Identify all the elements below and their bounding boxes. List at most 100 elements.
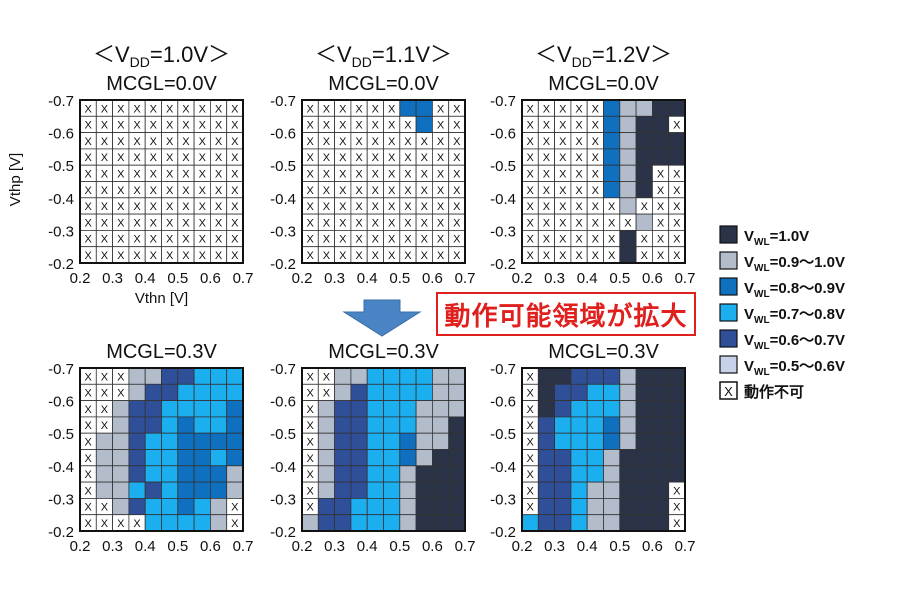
cell-x-mark: X — [101, 250, 109, 262]
cell-x-mark: X — [199, 234, 207, 246]
cell-x-mark: X — [231, 217, 239, 229]
cell-A — [619, 246, 637, 264]
cell-B — [415, 432, 433, 450]
cell-x-mark: X — [575, 201, 583, 213]
cell-B — [619, 181, 637, 199]
x-tick-label: 0.5 — [609, 270, 630, 287]
legend-item: VWL=0.5～0.6V — [719, 355, 845, 378]
cell-x-mark: X — [526, 250, 534, 262]
cell-x-mark: X — [453, 152, 461, 164]
cell-A — [652, 132, 670, 150]
cell-B — [317, 400, 335, 418]
cell-x-mark: X — [543, 217, 551, 229]
y-tick-label: -0.2 — [490, 524, 516, 541]
cell-x-mark: X — [199, 136, 207, 148]
cell-x-mark: X — [306, 388, 314, 400]
legend-swatch — [719, 303, 738, 322]
cell-x-mark: X — [101, 502, 109, 514]
legend-x-mark: X — [724, 384, 733, 399]
x-tick-label: 0.5 — [389, 538, 410, 555]
cell-x-mark: X — [543, 250, 551, 262]
cell-C — [603, 181, 621, 199]
cell-E — [554, 497, 572, 516]
cell-x-mark: X — [339, 185, 347, 197]
cell-x-mark: X — [608, 234, 616, 246]
y-tick-label: -0.4 — [270, 191, 296, 208]
cell-A — [668, 148, 686, 166]
cell-B — [112, 449, 130, 467]
cell-C — [193, 449, 211, 467]
cell-x-mark: X — [453, 201, 461, 213]
cell-x-mark: X — [559, 250, 567, 262]
panel-frame — [521, 99, 686, 264]
y-tick-label: -0.5 — [48, 426, 74, 443]
x-tick-label: 0.7 — [233, 538, 254, 555]
cell-D — [161, 481, 179, 499]
cell-C — [193, 481, 211, 499]
cell-C — [603, 99, 621, 117]
cell-D — [399, 400, 417, 418]
cell-x-mark: X — [101, 217, 109, 229]
cell-x-mark: X — [575, 169, 583, 181]
x-tick-label: 0.6 — [200, 270, 221, 287]
x-tick-label: 0.2 — [70, 538, 91, 555]
cell-B — [619, 99, 637, 117]
cell-x-mark: X — [559, 185, 567, 197]
cell-D — [161, 449, 179, 467]
y-tick-label: -0.4 — [490, 191, 516, 208]
cell-D — [177, 400, 195, 418]
cell-B — [619, 416, 637, 434]
cell-x-mark: X — [306, 469, 314, 481]
y-tick-label: -0.2 — [48, 524, 74, 541]
cell-x-mark: X — [117, 185, 125, 197]
cell-x-mark: X — [526, 437, 534, 449]
cell-B — [95, 449, 114, 467]
cell-A — [415, 497, 433, 516]
cell-x-mark: X — [182, 120, 190, 132]
cell-x-mark: X — [166, 136, 174, 148]
cell-x-mark: X — [526, 453, 534, 465]
legend-item: VWL=0.8～0.9V — [719, 277, 845, 300]
cell-x-mark: X — [608, 217, 616, 229]
cell-x-mark: X — [355, 152, 363, 164]
cell-D — [570, 465, 588, 483]
cell-D — [415, 383, 433, 401]
cell-D — [383, 367, 401, 385]
cell-x-mark: X — [339, 250, 347, 262]
cell-x-mark: X — [231, 120, 239, 132]
cell-x-mark: X — [133, 152, 141, 164]
cell-x-mark: X — [453, 103, 461, 115]
cell-x-mark: X — [231, 201, 239, 213]
cell-D — [383, 514, 401, 532]
cell-B — [350, 367, 368, 385]
cell-x-mark: X — [641, 250, 649, 262]
cell-x-mark: X — [182, 152, 190, 164]
cell-x-mark: X — [437, 185, 445, 197]
cell-x-mark: X — [526, 469, 534, 481]
cell-x-mark: X — [306, 185, 314, 197]
cell-D — [570, 400, 588, 418]
cell-D — [570, 416, 588, 434]
cell-C — [603, 148, 621, 166]
cell-x-mark: X — [84, 136, 92, 148]
cell-x-mark: X — [543, 103, 551, 115]
cell-x-mark: X — [575, 234, 583, 246]
cell-E — [537, 514, 555, 532]
cell-x-mark: X — [215, 152, 223, 164]
cell-x-mark: X — [101, 136, 109, 148]
cell-x-mark: X — [150, 152, 158, 164]
cell-x-mark: X — [453, 136, 461, 148]
cell-C — [415, 115, 433, 134]
cell-x-mark: X — [657, 201, 665, 213]
cell-D — [383, 400, 401, 418]
legend-item: VWL=0.9～1.0V — [719, 251, 845, 274]
cell-E — [554, 449, 572, 467]
cell-E — [350, 465, 368, 483]
cell-x-mark: X — [592, 169, 600, 181]
cell-D — [586, 400, 604, 418]
cell-x-mark: X — [117, 234, 125, 246]
cell-D — [366, 400, 384, 418]
cell-x-mark: X — [339, 217, 347, 229]
x-tick-label: 0.4 — [357, 270, 378, 287]
cell-C — [177, 481, 195, 499]
